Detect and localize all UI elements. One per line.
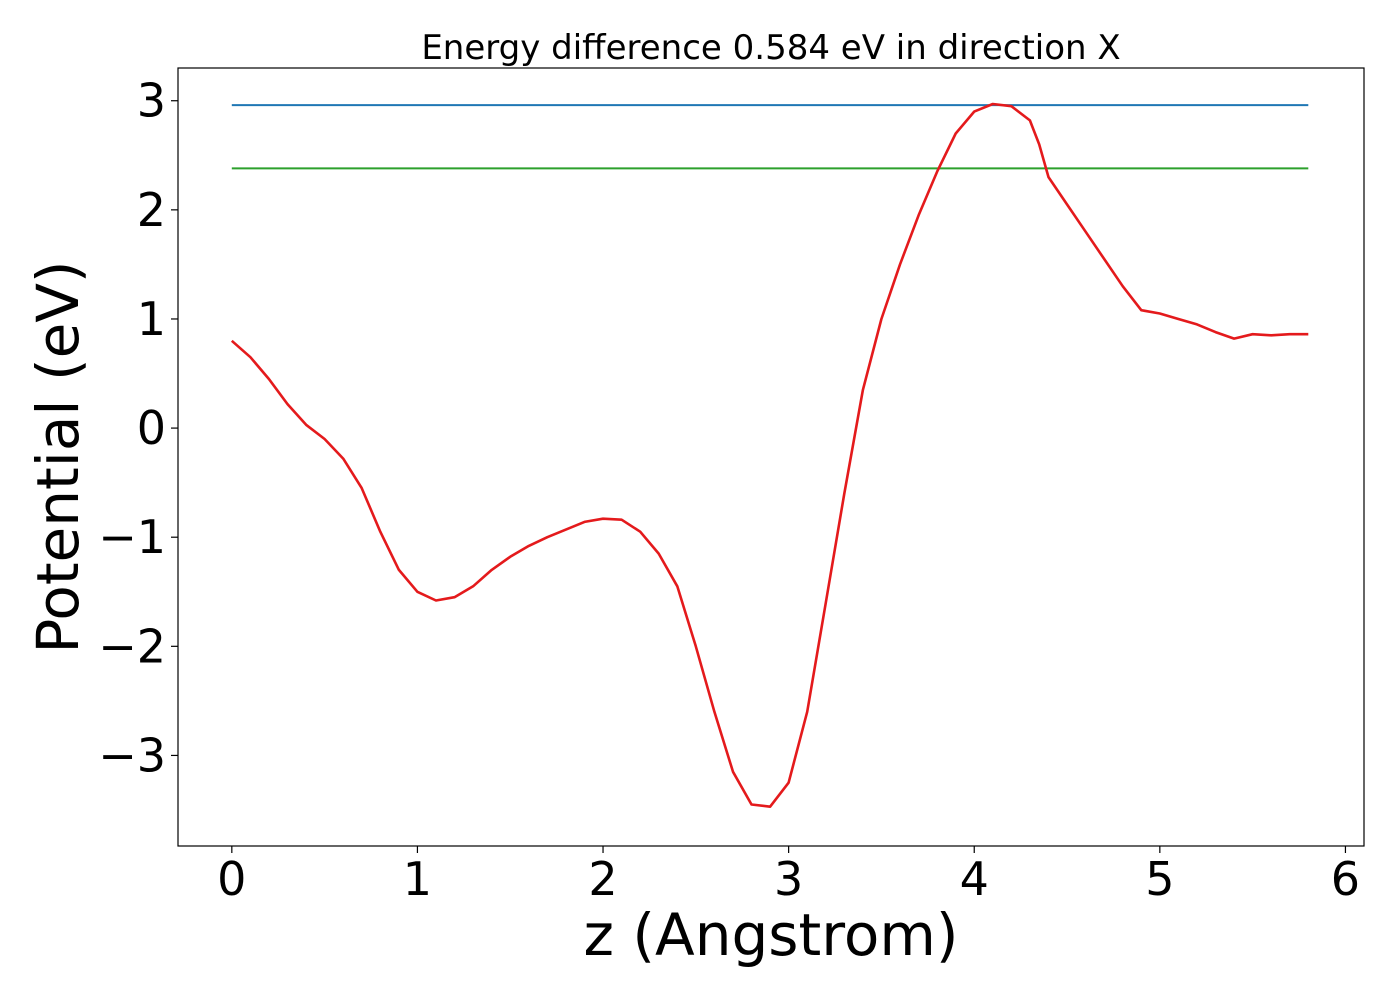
x-tick-label: 5 xyxy=(1145,852,1174,906)
y-tick-label: 3 xyxy=(137,74,166,128)
x-axis: 0 1 2 3 4 5 6 xyxy=(217,846,1360,906)
y-tick-label: 2 xyxy=(137,183,166,237)
y-tick-label: 1 xyxy=(137,292,166,346)
y-axis: −3 −2 −1 0 1 2 3 xyxy=(98,74,178,782)
x-tick-label: 2 xyxy=(588,852,617,906)
y-tick-label: −1 xyxy=(98,510,166,564)
x-tick-label: 4 xyxy=(960,852,989,906)
y-tick-label: −3 xyxy=(98,728,166,782)
plot-frame xyxy=(177,67,1365,847)
y-tick-label: 0 xyxy=(137,401,166,455)
y-tick-label: −2 xyxy=(98,619,166,673)
series-layer xyxy=(230,102,1309,808)
x-tick-label: 6 xyxy=(1331,852,1360,906)
y-axis-label: Potential (eV) xyxy=(24,260,92,653)
x-tick-label: 1 xyxy=(403,852,432,906)
chart-title: Energy difference 0.584 eV in direction … xyxy=(421,28,1120,68)
series-line-3 xyxy=(230,102,1309,808)
x-axis-label: z (Angstrom) xyxy=(584,901,959,969)
x-tick-label: 3 xyxy=(774,852,803,906)
x-tick-label: 0 xyxy=(217,852,246,906)
